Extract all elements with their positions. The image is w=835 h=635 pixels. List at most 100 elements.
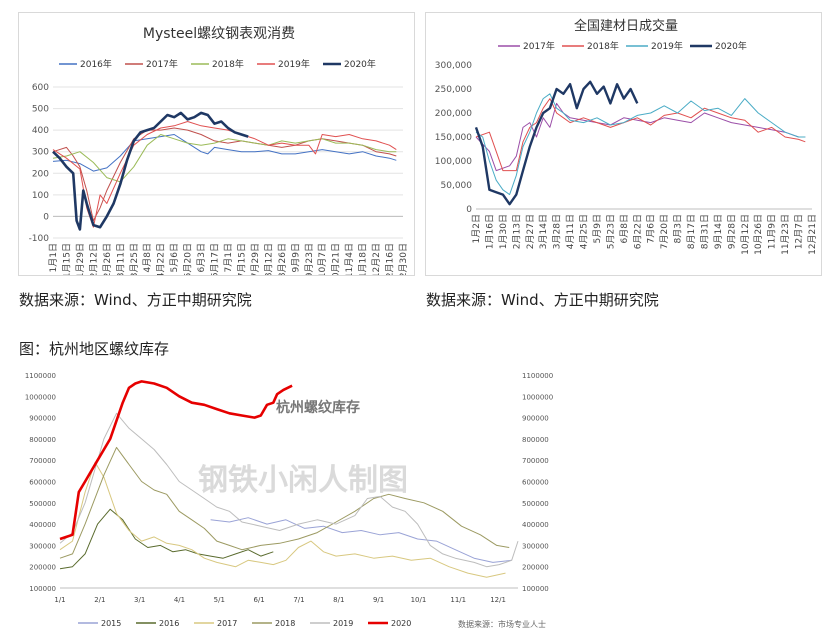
x-tick-label: 3/1 [134,596,145,604]
x-tick-label: 6月22日 [632,214,643,249]
series-line-2019 [59,412,519,568]
series-line-2017 [59,461,506,578]
chart-title: Mysteel螺纹钢表观消费 [143,26,295,42]
y-tick-label: 300000 [29,542,56,550]
y-tick-label: 100000 [29,585,56,593]
x-tick-label: 9/1 [373,596,384,604]
y-tick-label: 800000 [29,436,56,444]
x-tick-label: 2月12日 [88,243,99,275]
legend-label: 2019年 [278,58,310,70]
x-tick-label: 1月15日 [61,243,72,275]
y-tick-label-right: 500000 [522,500,549,508]
legend-label: 2018 [275,619,295,628]
y-tick-label: 400 [32,126,49,136]
x-tick-label: 12月21日 [807,214,818,255]
x-tick-label: 5月6日 [169,243,180,272]
y-tick-label: 200000 [29,564,56,572]
y-tick-label: 300 [32,148,49,158]
y-tick-label-right: 100000 [522,585,549,593]
x-tick-label: 5月9日 [592,214,603,243]
x-tick-label: 8/1 [333,596,344,604]
x-tick-label: 1月30日 [498,214,509,249]
x-tick-label: 4月8日 [142,243,153,272]
y-tick-label: 1000000 [25,393,56,401]
y-tick-label: 150,000 [435,133,472,143]
source-caption-left: 数据来源：Wind、方正中期研究院 [19,291,252,309]
chart-building-material-volume-svg: 0 50,000 100,000 150,000 200,000 250,000 300,0… [435,18,818,255]
legend-label: 2016年 [80,58,112,70]
x-tick-label: 12月2日 [371,243,382,275]
y-tick-label: 0 [43,212,49,222]
legend-label: 2020年 [715,40,747,52]
y-tick-label: 600000 [29,479,56,487]
y-tick-label: 50,000 [441,181,473,191]
legend-label: 2019年 [651,40,683,52]
y-tick-label: 200 [32,169,49,179]
legend-label: 2017年 [523,40,555,52]
x-tick-label: 11月23日 [780,214,791,255]
chart-title: 杭州螺纹库存 [276,399,360,416]
x-tick-label: 7月6日 [646,214,657,243]
x-tick-label: 3月25日 [129,243,140,275]
x-tick-label: 3月11日 [115,243,126,275]
chart-hangzhou-inventory: 100000 100000 200000 200000 300000 300000 4000… [18,368,558,633]
x-tick-label: 10/1 [411,596,427,604]
x-tick-label: 5/1 [214,596,225,604]
x-tick-label: 12/1 [490,596,506,604]
x-tick-label: 1月1日 [48,243,59,272]
series-line-2017年 [52,127,397,222]
x-tick-label: 11月4日 [344,243,355,275]
x-tick-label: 10月26日 [753,214,764,255]
x-tick-label: 4月11日 [565,214,576,249]
legend-label: 2015 [101,619,121,628]
y-tick-label: 600 [32,83,49,93]
x-tick-label: 11/1 [450,596,466,604]
x-tick-label: 12月16日 [385,243,396,275]
y-tick-label-right: 1000000 [522,393,553,401]
x-tick-label: 9月28日 [726,214,737,249]
x-tick-label: 12月30日 [398,243,409,275]
x-tick-label: 2月26日 [102,243,113,275]
series-line-2016 [59,508,274,570]
y-tick-label: 900000 [29,415,56,423]
y-tick-label: 400000 [29,521,56,529]
series-line-2018 [59,446,510,559]
legend-label: 2017年 [146,58,178,70]
x-tick-label: 8月17日 [686,214,697,249]
legend-label: 2019 [333,619,353,628]
y-tick-label: 500000 [29,500,56,508]
figure-caption-hangzhou: 图：杭州地区螺纹库存 [19,340,170,358]
legend-label: 2017 [217,619,237,628]
y-tick-label: 300,000 [435,61,472,71]
y-tick-label-right: 900000 [522,415,549,423]
x-tick-label: 2/1 [94,596,105,604]
x-tick-label: 7月29日 [250,243,261,275]
y-tick-label-right: 300000 [522,542,549,550]
x-tick-label: 7月20日 [659,214,670,249]
series-line-2018年 [52,134,397,183]
x-tick-label: 5月20日 [183,243,194,275]
x-tick-label: 6月17日 [210,243,221,275]
x-tick-label: 11月9日 [767,214,778,249]
x-tick-label: 3月14日 [538,214,549,249]
legend-label: 2016 [159,619,179,628]
x-tick-label: 1月16日 [484,214,495,249]
y-tick-label-right: 800000 [522,436,549,444]
y-tick-label: 250,000 [435,85,472,95]
source-caption-right: 数据来源：Wind、方正中期研究院 [426,291,659,309]
y-tick-label: -100 [29,234,50,244]
x-tick-label: 8月12日 [263,243,274,275]
chart-hangzhou-inventory-svg: 100000 100000 200000 200000 300000 300000 4000… [25,372,553,629]
x-tick-label: 4/1 [174,596,185,604]
legend-label: 2018年 [587,40,619,52]
x-tick-label: 5月23日 [605,214,616,249]
y-tick-label-right: 700000 [522,457,549,465]
x-tick-label: 2月27日 [525,214,536,249]
y-tick-label: 500 [32,105,49,115]
y-tick-label: 700000 [29,457,56,465]
chart-building-material-volume: 0 50,000 100,000 150,000 200,000 250,000 300,0… [425,12,822,276]
x-tick-label: 10月7日 [317,243,328,275]
y-tick-label: 200,000 [435,109,472,119]
y-tick-label: 100,000 [435,157,472,167]
x-tick-label: 7月15日 [236,243,247,275]
